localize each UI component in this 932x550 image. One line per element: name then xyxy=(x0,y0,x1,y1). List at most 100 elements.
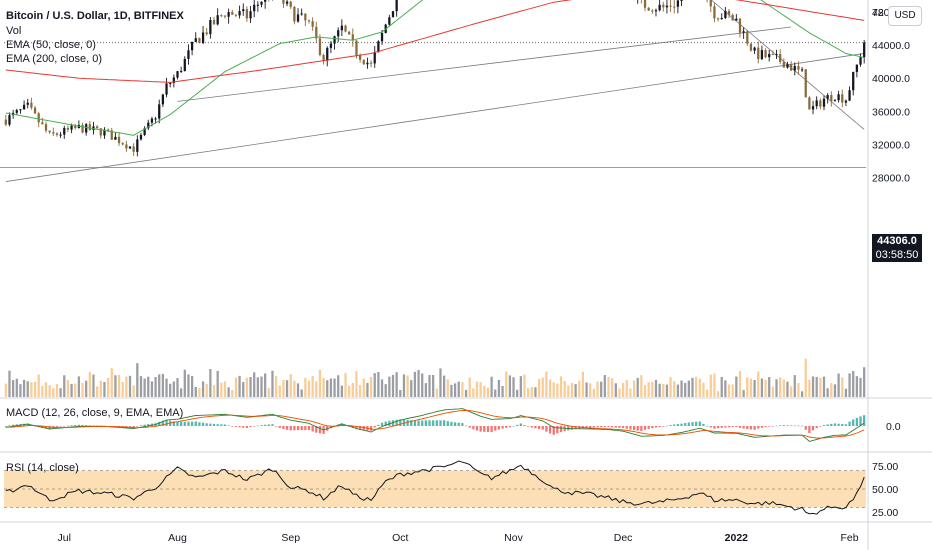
macd-line xyxy=(5,408,865,442)
volume-bar xyxy=(567,385,570,397)
macd-histogram-bar xyxy=(490,426,493,433)
candle-body xyxy=(63,128,66,135)
macd-histogram-bar xyxy=(4,426,7,427)
macd-histogram-bar xyxy=(654,426,658,428)
macd-histogram-bar xyxy=(267,424,270,426)
macd-histogram-bar xyxy=(74,424,77,426)
volume-bar xyxy=(180,388,183,397)
volume-bar xyxy=(15,378,18,397)
volume-bar xyxy=(512,377,515,397)
macd-histogram-bar xyxy=(662,426,665,427)
candle-body xyxy=(187,50,190,59)
macd-histogram-bar xyxy=(800,425,804,427)
volume-bar xyxy=(227,387,230,397)
candle-body xyxy=(369,62,373,64)
candle-body xyxy=(826,95,829,99)
volume-bar xyxy=(136,363,139,397)
candle-body xyxy=(201,32,205,43)
ema50-legend: EMA (50, close, 0) xyxy=(6,39,96,51)
volume-bar xyxy=(399,390,402,397)
candle-body xyxy=(855,64,859,72)
volume-bar xyxy=(439,368,442,397)
candle-body xyxy=(669,5,672,7)
volume-bar xyxy=(782,379,785,397)
macd-histogram-bar xyxy=(413,420,417,426)
volume-bar xyxy=(278,385,281,397)
volume-bar xyxy=(169,383,172,397)
macd-histogram-bar xyxy=(132,426,135,428)
candle-body xyxy=(727,10,731,15)
candle-body xyxy=(136,139,139,152)
time-tick-label: Aug xyxy=(168,532,187,544)
macd-histogram-bar xyxy=(771,426,774,427)
volume-bar xyxy=(176,378,179,397)
macd-histogram-bar xyxy=(833,423,837,426)
volume-bar xyxy=(611,378,614,397)
volume-bar xyxy=(289,374,292,397)
macd-histogram-bar xyxy=(212,423,216,426)
volume-bar xyxy=(621,382,625,397)
volume-bar xyxy=(815,376,818,397)
candle-body xyxy=(749,43,753,51)
candle-body xyxy=(348,31,351,35)
volume-bar xyxy=(315,381,318,397)
macd-histogram-bar xyxy=(585,426,588,428)
macd-histogram-bar xyxy=(695,421,698,426)
volume-bar xyxy=(183,369,186,397)
volume-bar xyxy=(304,377,307,397)
macd-histogram-bar xyxy=(530,426,533,428)
volume-bar xyxy=(190,375,194,397)
volume-bar xyxy=(201,381,205,397)
macd-histogram-bar xyxy=(859,416,862,426)
candle-body xyxy=(121,143,124,145)
volume-bar xyxy=(760,378,764,397)
candle-body xyxy=(212,19,216,25)
macd-histogram-bar xyxy=(570,426,574,430)
macd-histogram-bar xyxy=(340,423,343,426)
macd-histogram-bar xyxy=(753,426,756,430)
macd-histogram-bar xyxy=(782,425,785,426)
candle-body xyxy=(811,106,815,110)
candle-body xyxy=(337,30,340,37)
candle-body xyxy=(158,104,161,119)
volume-bar xyxy=(326,380,329,397)
volume-bar xyxy=(844,388,848,397)
rsi-legend: RSI (14, close) xyxy=(6,462,79,474)
volume-bar xyxy=(545,371,548,397)
macd-histogram-bar xyxy=(497,426,501,430)
volume-bar xyxy=(505,371,508,397)
candle-body xyxy=(329,43,333,48)
candle-body xyxy=(70,125,73,130)
volume-bar xyxy=(30,382,33,397)
candle-body xyxy=(651,10,654,12)
currency-button[interactable]: USD xyxy=(888,6,922,26)
volume-bar xyxy=(527,388,530,397)
volume-bar xyxy=(4,383,7,397)
macd-histogram-bar xyxy=(256,425,259,427)
volume-bar xyxy=(647,382,650,397)
candle-body xyxy=(822,98,826,107)
macd-histogram-bar xyxy=(757,426,760,429)
chart-title: Bitcoin / U.S. Dollar, 1D, BITFINEX xyxy=(6,10,184,22)
candle-body xyxy=(260,1,263,5)
candle-body xyxy=(183,58,186,72)
candle-body xyxy=(264,0,267,2)
volume-bar xyxy=(804,358,807,397)
macd-histogram-bar xyxy=(789,425,793,427)
volume-bar xyxy=(274,376,278,397)
macd-histogram-bar xyxy=(658,426,661,428)
candle-body xyxy=(307,20,311,22)
volume-bar xyxy=(172,381,175,397)
volume-bar xyxy=(658,383,661,397)
volume-bar xyxy=(293,380,296,397)
candle-body xyxy=(358,55,362,60)
volume-bar xyxy=(158,374,161,397)
volume-bar xyxy=(501,385,504,397)
volume-bar xyxy=(662,383,665,397)
candle-body xyxy=(775,54,778,56)
volume-bar xyxy=(687,380,690,397)
macd-histogram-bar xyxy=(172,421,175,426)
macd-histogram-bar xyxy=(388,420,391,426)
volume-bar xyxy=(559,376,563,397)
